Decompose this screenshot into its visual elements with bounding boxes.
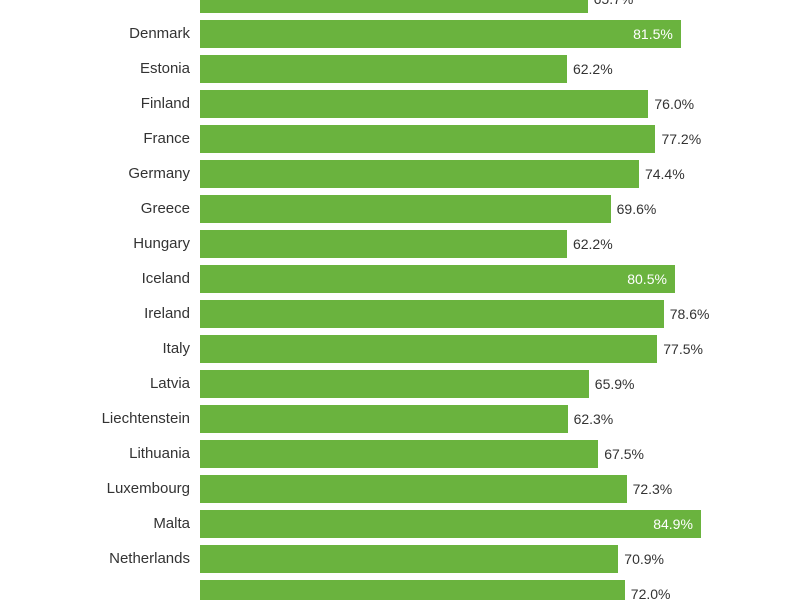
bar-track: 69.6% (200, 195, 800, 223)
bar-value: 77.2% (655, 125, 701, 153)
table-row: France 77.2% (0, 121, 800, 156)
bar (200, 195, 611, 223)
bar-track: 77.5% (200, 335, 800, 363)
bar-value: 78.6% (664, 300, 710, 328)
bar-track: 81.5% (200, 20, 800, 48)
bar-track: 72.0% (200, 580, 800, 600)
bar (200, 580, 625, 600)
country-label: Malta (0, 515, 200, 532)
bar-value: 69.6% (611, 195, 657, 223)
bar-track: 72.3% (200, 475, 800, 503)
bar-value: 81.5% (200, 20, 681, 48)
chart-rows: 65.7%Denmark81.5%Estonia62.2%Finland76.0… (0, 0, 800, 600)
table-row: Malta84.9% (0, 506, 800, 541)
table-row: 72.0% (0, 576, 800, 600)
table-row: 65.7% (0, 0, 800, 16)
table-row: Finland 76.0% (0, 86, 800, 121)
table-row: Liechtenstein 62.3% (0, 401, 800, 436)
country-label: Italy (0, 340, 200, 357)
bar (200, 440, 598, 468)
country-label: Hungary (0, 235, 200, 252)
country-label: Ireland (0, 305, 200, 322)
country-label: Lithuania (0, 445, 200, 462)
bar-value: 74.4% (639, 160, 685, 188)
table-row: Hungary 62.2% (0, 226, 800, 261)
table-row: Estonia 62.2% (0, 51, 800, 86)
table-row: Lithuania 67.5% (0, 436, 800, 471)
bar (200, 405, 568, 433)
bar-value: 80.5% (200, 265, 675, 293)
bar-value: 72.3% (627, 475, 673, 503)
country-label: Liechtenstein (0, 410, 200, 427)
country-label: Luxembourg (0, 480, 200, 497)
country-label: France (0, 130, 200, 147)
table-row: Germany 74.4% (0, 156, 800, 191)
bar (200, 55, 567, 83)
country-label: Finland (0, 95, 200, 112)
horizontal-bar-chart: 65.7%Denmark81.5%Estonia62.2%Finland76.0… (0, 0, 800, 600)
table-row: Italy 77.5% (0, 331, 800, 366)
bar-value: 77.5% (657, 335, 703, 363)
bar-value: 62.2% (567, 55, 613, 83)
bar-track: 65.9% (200, 370, 800, 398)
country-label: Greece (0, 200, 200, 217)
bar-value: 84.9% (200, 510, 701, 538)
bar-track: 84.9% (200, 510, 800, 538)
country-label: Iceland (0, 270, 200, 287)
bar-track: 62.2% (200, 230, 800, 258)
table-row: Ireland 78.6% (0, 296, 800, 331)
table-row: Netherlands 70.9% (0, 541, 800, 576)
bar-value: 62.3% (568, 405, 614, 433)
bar (200, 475, 627, 503)
bar-track: 65.7% (200, 0, 800, 13)
bar-track: 77.2% (200, 125, 800, 153)
country-label: Denmark (0, 25, 200, 42)
bar-value: 67.5% (598, 440, 644, 468)
table-row: Greece 69.6% (0, 191, 800, 226)
bar (200, 125, 655, 153)
country-label: Germany (0, 165, 200, 182)
bar (200, 335, 657, 363)
bar-value: 65.9% (589, 370, 635, 398)
bar (200, 300, 664, 328)
bar-value: 72.0% (625, 580, 671, 600)
bar (200, 370, 589, 398)
table-row: Iceland80.5% (0, 261, 800, 296)
bar (200, 90, 648, 118)
bar (200, 0, 588, 13)
country-label: Netherlands (0, 550, 200, 567)
bar-value: 70.9% (618, 545, 664, 573)
bar-value: 76.0% (648, 90, 694, 118)
table-row: Denmark81.5% (0, 16, 800, 51)
bar (200, 230, 567, 258)
bar-track: 80.5% (200, 265, 800, 293)
table-row: Luxembourg 72.3% (0, 471, 800, 506)
bar (200, 160, 639, 188)
table-row: Latvia 65.9% (0, 366, 800, 401)
bar-value: 65.7% (588, 0, 634, 13)
bar-value: 62.2% (567, 230, 613, 258)
bar-track: 74.4% (200, 160, 800, 188)
bar-track: 62.2% (200, 55, 800, 83)
bar-track: 62.3% (200, 405, 800, 433)
bar-track: 76.0% (200, 90, 800, 118)
bar-track: 67.5% (200, 440, 800, 468)
bar-track: 70.9% (200, 545, 800, 573)
bar (200, 545, 618, 573)
bar-track: 78.6% (200, 300, 800, 328)
country-label: Latvia (0, 375, 200, 392)
country-label: Estonia (0, 60, 200, 77)
